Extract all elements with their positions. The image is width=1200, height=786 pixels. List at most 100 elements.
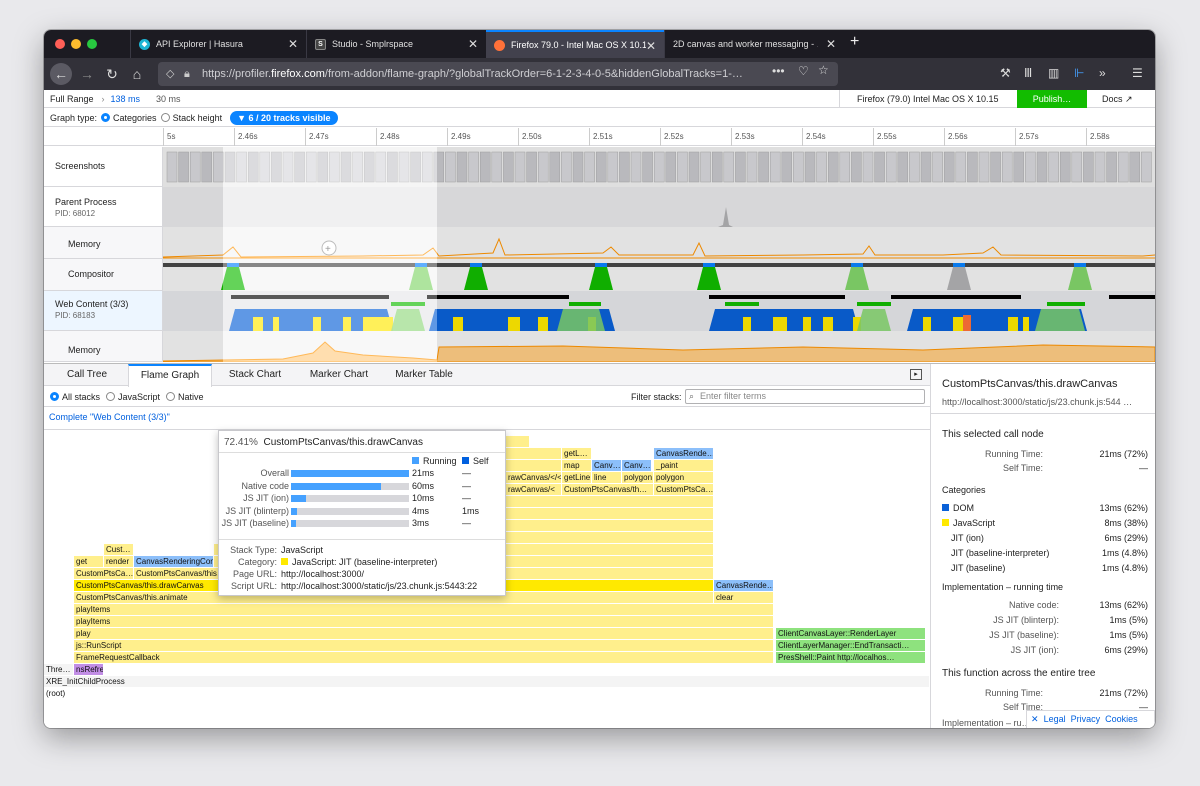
flame-frame[interactable]: getLine (562, 472, 592, 483)
flame-graph[interactable]: (root)XRE_InitChildProcessThre…nsRefresh… (44, 429, 930, 728)
back-button[interactable]: ← (50, 63, 72, 85)
flame-frame[interactable]: play (74, 628, 774, 639)
hamburger-menu-icon[interactable]: ☰ (1132, 66, 1143, 80)
flame-frame[interactable]: CustomPtsCanvas/this.animate (74, 592, 714, 603)
flame-frame[interactable]: ClientLayerManager::EndTransacti… (776, 640, 926, 651)
flame-frame[interactable]: FrameRequestCallback (74, 652, 774, 663)
stack-height-radio[interactable] (160, 113, 170, 122)
native-radio[interactable] (166, 392, 176, 401)
flame-frame[interactable] (506, 532, 714, 543)
reload-button[interactable]: ↻ (106, 66, 118, 82)
platform-info[interactable]: Firefox (79.0) Intel Mac OS X 10.15 (839, 90, 1017, 108)
docs-link[interactable]: Docs ↗ (1102, 94, 1133, 104)
tab-marker-table[interactable]: Marker Table (395, 369, 453, 380)
pocket-icon[interactable]: ♡ (798, 64, 809, 78)
range-crumb-138[interactable]: 138 ms (110, 93, 141, 104)
sidebar-toggle-icon[interactable]: ▸ (910, 369, 922, 380)
track-parent-process[interactable]: Parent Process PID: 68012 (44, 187, 163, 227)
zoom-window-button[interactable] (87, 39, 97, 49)
flame-frame[interactable] (506, 448, 562, 459)
flame-frame[interactable]: polygon (654, 472, 714, 483)
shield-icon[interactable]: ◇ (166, 68, 175, 80)
flame-frame[interactable]: render (104, 556, 134, 567)
forward-button[interactable]: → (80, 66, 94, 82)
bookmark-star-icon[interactable]: ☆ (818, 63, 829, 77)
cookies-link[interactable]: Cookies (1105, 714, 1138, 724)
flame-frame[interactable]: _paint (654, 460, 714, 471)
tab-flame-graph[interactable]: Flame Graph (128, 364, 212, 387)
close-icon[interactable]: ✕ (467, 37, 478, 51)
tab-call-tree[interactable]: Call Tree (66, 369, 107, 380)
privacy-link[interactable]: Privacy (1070, 714, 1101, 724)
tab-marker-chart[interactable]: Marker Chart (309, 369, 369, 380)
flame-frame[interactable] (506, 496, 714, 507)
flame-frame[interactable] (506, 460, 562, 471)
flame-frame[interactable]: playItems (74, 604, 774, 615)
flame-frame[interactable] (506, 508, 714, 519)
url-bar[interactable]: ◇ 🔒︎ https://profiler.firefox.com/from-a… (158, 62, 838, 86)
flame-frame[interactable]: line (592, 472, 622, 483)
tab-stack-chart[interactable]: Stack Chart (228, 369, 282, 380)
flame-frame[interactable]: map (562, 460, 592, 471)
track-memory[interactable]: Memory (44, 227, 163, 259)
breadcrumb[interactable]: Complete "Web Content (3/3)" (49, 412, 170, 422)
publish-button[interactable]: Publish… (1017, 90, 1087, 108)
range-crumb-30[interactable]: 30 ms (156, 93, 181, 104)
flame-frame[interactable]: (root) (44, 688, 930, 699)
tracks-visible-button[interactable]: ▼ 6 / 20 tracks visible (230, 110, 338, 125)
close-icon[interactable]: ✕ (1031, 714, 1039, 724)
flame-frame[interactable]: CanvasRende… (654, 448, 714, 459)
track-screenshots[interactable]: Screenshots (44, 147, 163, 187)
flame-frame[interactable]: Canv… (592, 460, 622, 471)
flame-frame[interactable] (506, 436, 530, 447)
close-icon[interactable]: ✕ (645, 39, 656, 53)
flame-frame[interactable]: nsRefreshDriver::Tick (74, 664, 104, 675)
overflow-chevron-icon[interactable]: » (1099, 66, 1106, 80)
flame-frame[interactable]: Canv… (622, 460, 652, 471)
new-tab-button[interactable]: + (850, 33, 860, 50)
legal-link[interactable]: Legal (1043, 714, 1066, 724)
flame-frame[interactable]: clear (714, 592, 774, 603)
track-memory-2[interactable]: Memory (44, 331, 163, 362)
flame-frame[interactable]: playItems (74, 616, 774, 627)
page-actions-icon[interactable]: ••• (772, 64, 785, 78)
flame-frame[interactable]: CanvasRende… (714, 580, 774, 591)
flame-frame[interactable]: XRE_InitChildProcess (44, 676, 930, 687)
flame-frame[interactable]: getL… (562, 448, 592, 459)
track-web-content[interactable]: Web Content (3/3) PID: 68183 (44, 291, 163, 331)
flame-frame[interactable]: PresShell::Paint http://localhos… (776, 652, 926, 663)
filter-stacks-input[interactable]: Enter filter terms (685, 389, 925, 404)
javascript-radio[interactable] (106, 392, 116, 401)
wrench-icon[interactable]: ⚒ (1000, 66, 1011, 80)
close-icon[interactable]: ✕ (825, 37, 836, 51)
flame-frame[interactable]: CustomPtsCa… (74, 568, 134, 579)
sidebar-icon[interactable]: ▥ (1048, 66, 1060, 80)
flame-frame[interactable]: Thre… (44, 664, 74, 675)
tab-profiler[interactable]: Firefox 79.0 - Intel Mac OS X 10.15 ✕ (486, 30, 664, 58)
close-window-button[interactable] (55, 39, 65, 49)
tab-canvas-demo[interactable]: 2D canvas and worker messaging - … ✕ (664, 30, 844, 58)
flame-frame[interactable]: CustomPtsCa… (654, 484, 714, 495)
minimize-window-button[interactable] (71, 39, 81, 49)
tab-studio[interactable]: S Studio - Smplrspace ✕ (306, 30, 486, 58)
flame-frame[interactable]: Cust… (104, 544, 134, 555)
categories-radio[interactable] (101, 113, 111, 122)
close-icon[interactable]: ✕ (287, 37, 298, 51)
flame-frame[interactable]: js::RunScript (74, 640, 774, 651)
all-stacks-radio[interactable] (50, 392, 59, 401)
full-range-crumb[interactable]: Full Range (50, 93, 94, 104)
library-icon[interactable]: Ⅲ (1024, 66, 1033, 80)
profiler-icon[interactable]: ⊩ (1074, 66, 1085, 80)
flame-frame[interactable]: CustomPtsCanvas/th… (562, 484, 654, 495)
track-compositor[interactable]: Compositor (44, 259, 163, 291)
flame-frame[interactable]: get (74, 556, 104, 567)
tab-hasura[interactable]: ◆ API Explorer | Hasura ✕ (130, 30, 306, 58)
tracks-graph[interactable]: + (163, 147, 1155, 362)
flame-frame[interactable]: rawCanvas/</< (506, 472, 562, 483)
home-button[interactable]: ⌂ (132, 66, 142, 82)
flame-frame[interactable]: CanvasRenderingCon… (134, 556, 214, 567)
flame-frame[interactable] (506, 520, 714, 531)
flame-frame[interactable]: rawCanvas/< (506, 484, 562, 495)
flame-frame[interactable]: ClientCanvasLayer::RenderLayer (776, 628, 926, 639)
flame-frame[interactable]: polygon (622, 472, 654, 483)
